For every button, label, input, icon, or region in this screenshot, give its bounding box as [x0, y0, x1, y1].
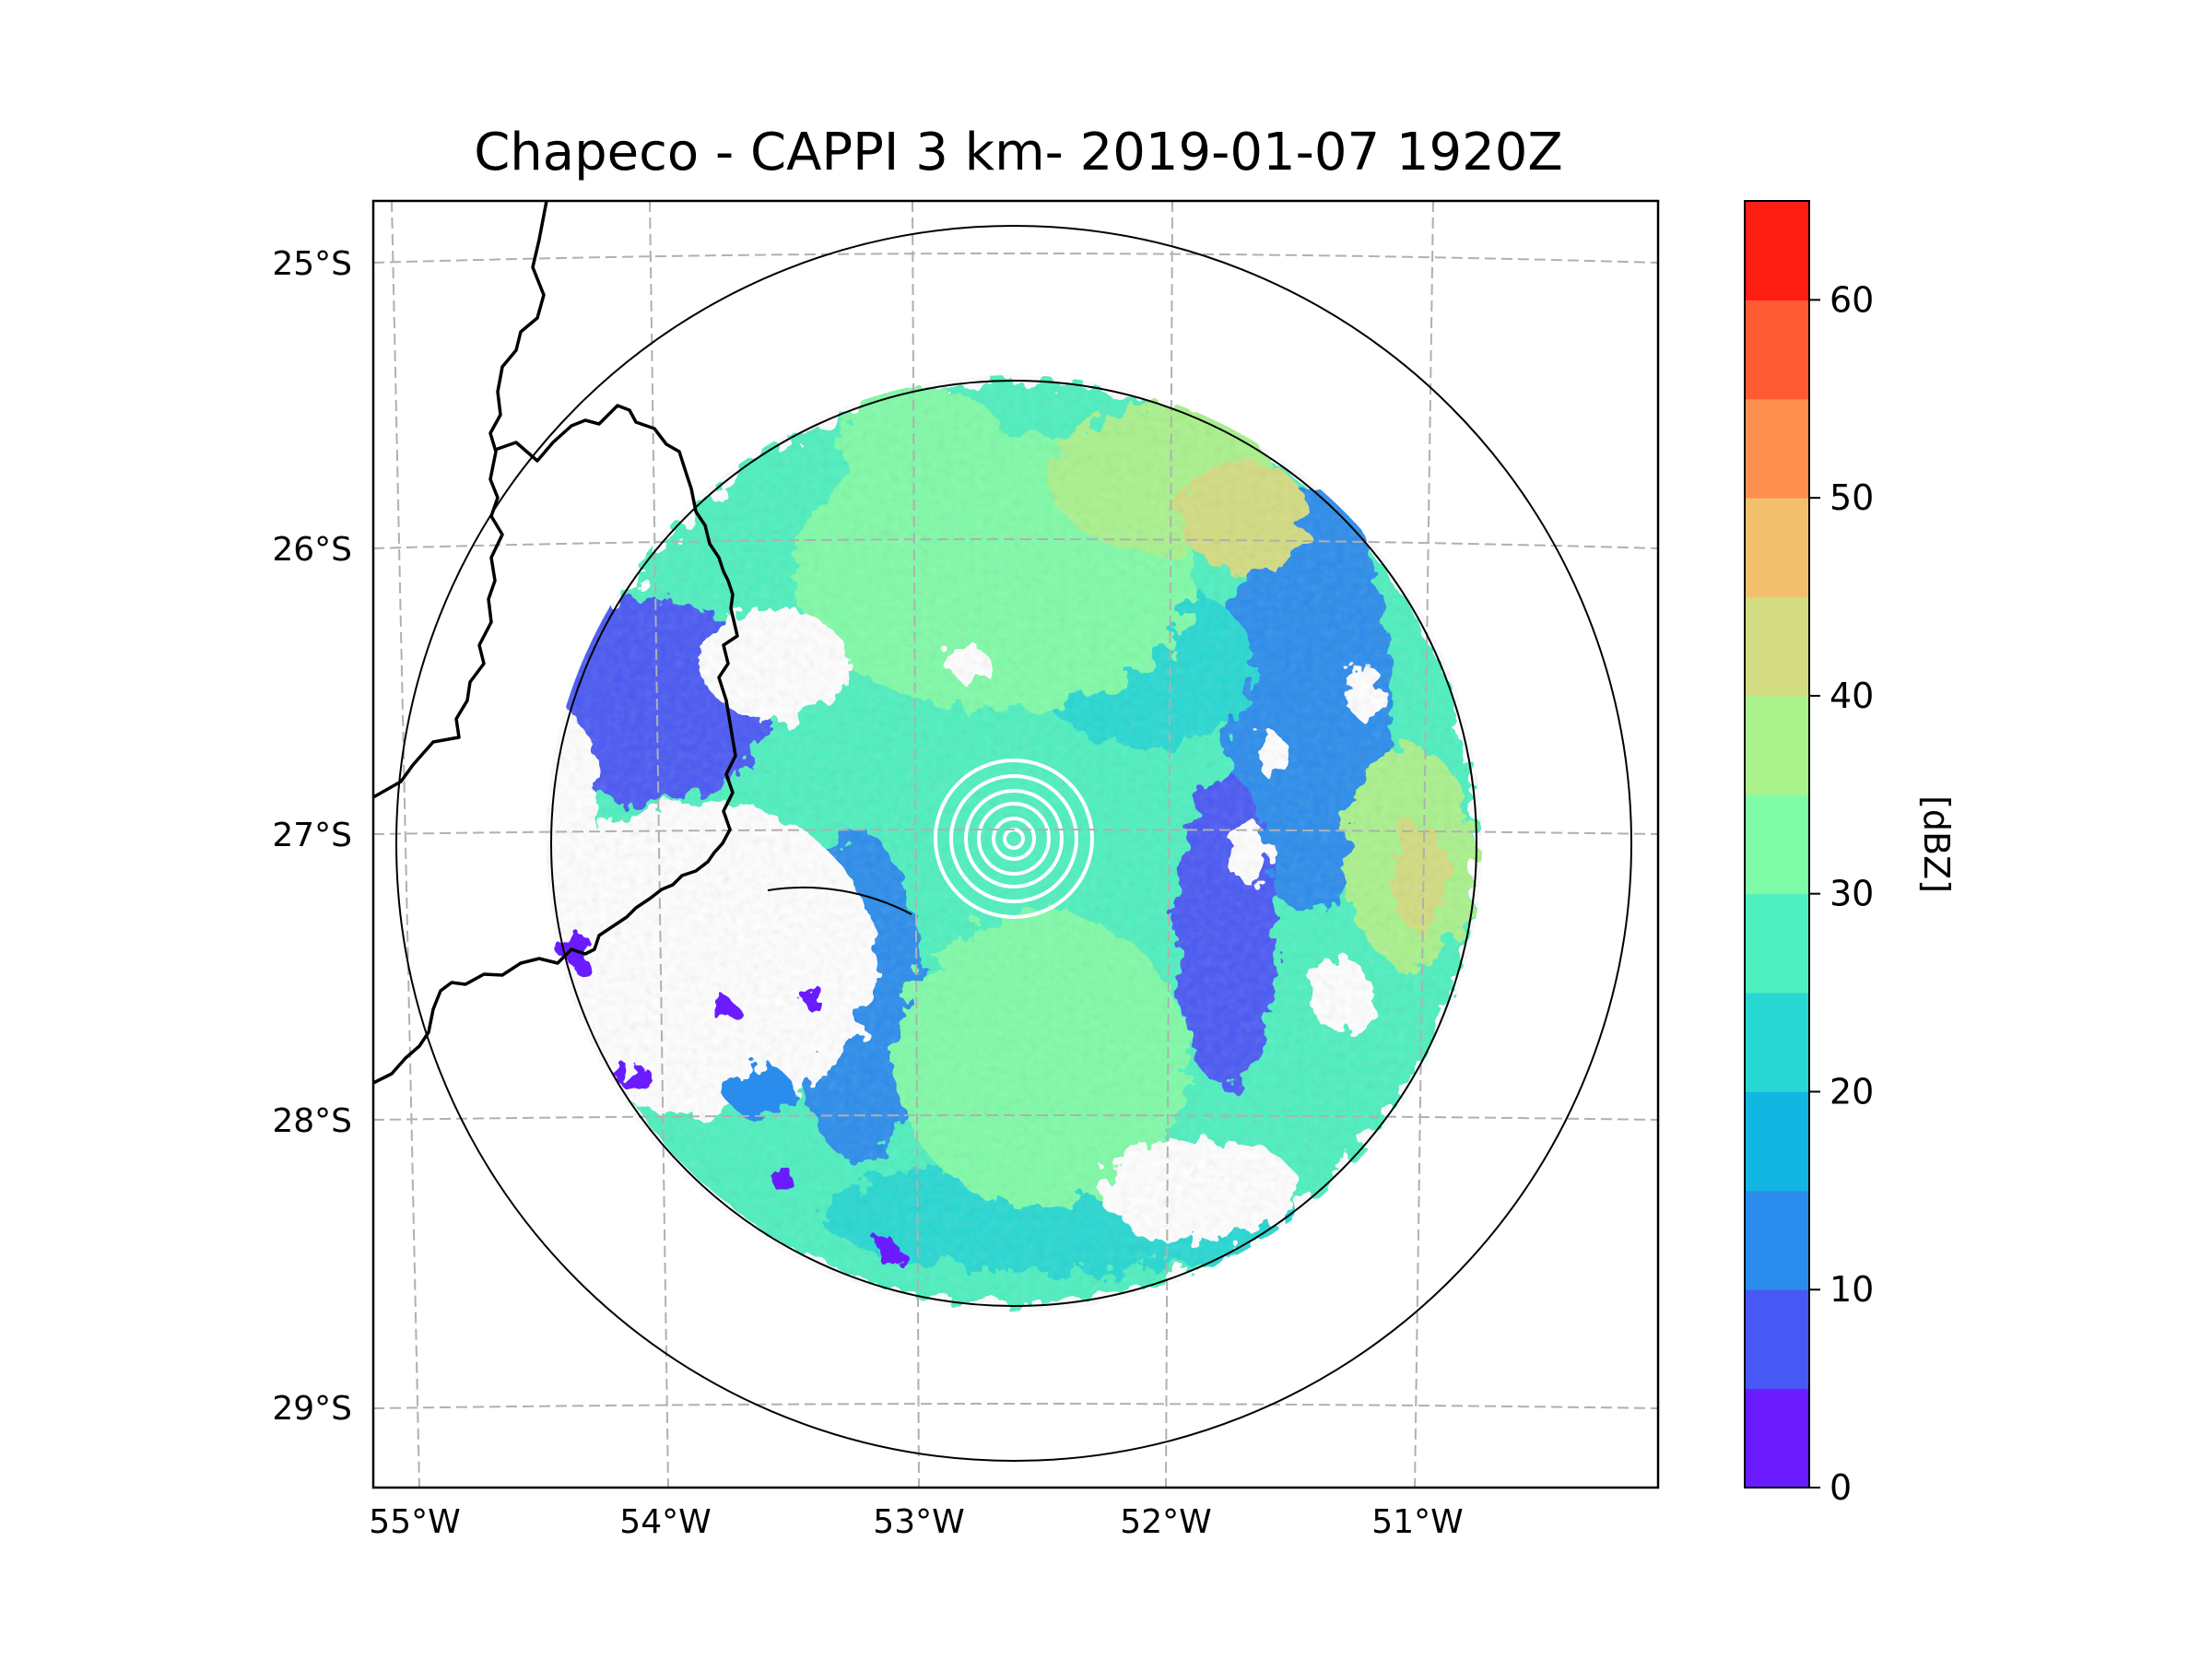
colorbar-band	[1745, 398, 1809, 499]
gridline-lon-52	[1165, 201, 1173, 1488]
radar-site-clutter	[934, 759, 1094, 919]
colorbar-band	[1745, 993, 1809, 1092]
colorbar-band	[1745, 1289, 1809, 1390]
map-gridlines	[373, 201, 1658, 1488]
colorbar-tick-label: 30	[1830, 874, 1874, 914]
colorbar-band	[1745, 695, 1809, 795]
lat-label-28: 28°S	[272, 1102, 352, 1140]
colorbar-label: [dBZ]	[1916, 795, 1957, 893]
radar-reflectivity-field	[546, 375, 1482, 1312]
colorbar-tick-label: 60	[1830, 279, 1874, 320]
figure-title: Chapeco - CAPPI 3 km- 2019-01-07 1920Z	[474, 123, 1563, 182]
gridline-lat-26	[373, 538, 1658, 549]
colorbar-band	[1745, 893, 1809, 994]
gridline-lat-29	[373, 1403, 1658, 1409]
gridline-lon-55	[391, 201, 420, 1488]
range-ring-middle	[550, 380, 1477, 1307]
range-ring-inner	[767, 886, 912, 915]
colorbar-bands	[1745, 201, 1809, 1488]
lat-label-27: 27°S	[272, 817, 352, 854]
longitude-labels: 55°W 54°W 53°W 52°W 51°W	[369, 1503, 1463, 1541]
range-ring-outer	[395, 225, 1632, 1462]
political-borders	[373, 201, 739, 1085]
colorbar: 0 10 20 30 40 50 60 [dBZ]	[1744, 200, 1957, 1508]
latitude-labels: 25°S 26°S 27°S 28°S 29°S	[272, 245, 352, 1428]
map-frame	[371, 199, 1660, 1489]
border-line-west	[373, 201, 548, 799]
colorbar-tick-label: 10	[1830, 1269, 1874, 1310]
gridline-lat-25	[373, 253, 1658, 264]
colorbar-band	[1745, 794, 1809, 895]
colorbar-tick-label: 50	[1830, 477, 1874, 518]
colorbar-band	[1745, 1388, 1809, 1488]
lon-label-51: 51°W	[1371, 1503, 1463, 1541]
lon-label-53: 53°W	[873, 1503, 964, 1541]
lat-label-26: 26°S	[272, 531, 352, 569]
colorbar-band	[1745, 201, 1809, 300]
gridline-lon-53	[912, 201, 920, 1488]
colorbar-tick-label: 20	[1830, 1071, 1874, 1112]
colorbar-tick-label: 40	[1830, 676, 1874, 716]
colorbar-band	[1745, 1190, 1809, 1290]
border-line-state	[373, 404, 739, 1085]
colorbar-ticks: 0 10 20 30 40 50 60	[1809, 279, 1874, 1508]
range-rings	[395, 225, 1632, 1462]
colorbar-band	[1745, 1091, 1809, 1192]
gridline-lon-54	[649, 201, 669, 1488]
colorbar-band	[1745, 300, 1809, 400]
lon-label-52: 52°W	[1120, 1503, 1211, 1541]
lon-label-54: 54°W	[619, 1503, 711, 1541]
lat-label-25: 25°S	[272, 245, 352, 283]
colorbar-band	[1745, 498, 1809, 598]
lon-label-55: 55°W	[369, 1503, 460, 1541]
lat-label-29: 29°S	[272, 1390, 352, 1428]
colorbar-frame	[1744, 200, 1810, 1488]
gridline-lat-27	[373, 829, 1658, 835]
gridline-lat-28	[373, 1114, 1658, 1121]
gridline-lon-51	[1414, 201, 1434, 1488]
colorbar-band	[1745, 596, 1809, 697]
colorbar-tick-label: 0	[1830, 1467, 1852, 1508]
